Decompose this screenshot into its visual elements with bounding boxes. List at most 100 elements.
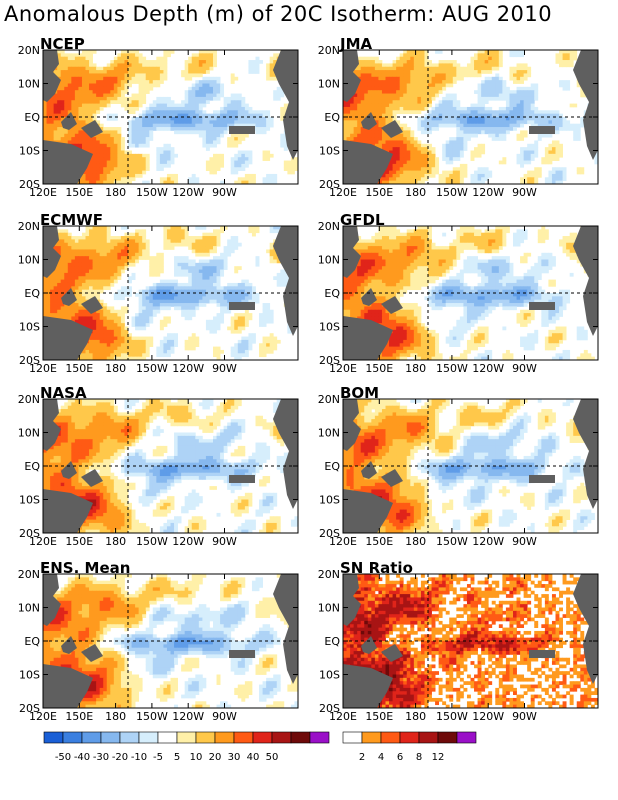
x-tick-label: 120E	[329, 535, 357, 548]
x-tick-label: 120W	[472, 362, 504, 375]
colorbar-swatch	[380, 731, 401, 744]
y-tick-label: 20N	[318, 568, 340, 581]
y-tick-label: 10S	[19, 494, 40, 507]
land-mass	[343, 399, 361, 451]
land-mass	[381, 644, 403, 662]
land-mass	[229, 650, 255, 658]
colorbar-sn-ratio: 2 4 6 8 12	[342, 731, 483, 772]
y-tick-label: 20N	[318, 220, 340, 233]
land-mass	[529, 475, 555, 483]
y-tick-label: 20N	[18, 568, 40, 581]
y-tick-label: 10N	[318, 427, 340, 440]
panel-title: ECMWF	[40, 211, 103, 229]
y-tick-label: 10S	[319, 145, 340, 158]
panel-title: BOM	[340, 384, 380, 402]
colorbar-swatch	[456, 731, 477, 744]
x-tick-label: 180	[105, 710, 126, 723]
y-tick-label: 20N	[318, 44, 340, 57]
x-tick-label: 180	[405, 186, 426, 199]
y-tick-label: EQ	[324, 287, 340, 300]
x-tick-label: 120E	[329, 186, 357, 199]
land-mass	[43, 50, 61, 102]
colorbar-label: 8	[416, 752, 422, 763]
y-tick-label: 20S	[19, 178, 40, 191]
x-tick-label: 90W	[212, 710, 237, 723]
land-mass	[81, 644, 103, 662]
land-mass	[573, 399, 598, 509]
y-tick-label: 20S	[19, 527, 40, 540]
y-tick-label: EQ	[324, 635, 340, 648]
x-tick-label: 120E	[329, 362, 357, 375]
x-tick-label: 150W	[436, 710, 468, 723]
colorbar-label: -5	[153, 752, 163, 763]
x-tick-label: 150W	[136, 186, 168, 199]
x-tick-label: 180	[405, 710, 426, 723]
x-tick-label: 120E	[29, 535, 57, 548]
colorbar-swatch	[214, 731, 235, 744]
land-mass	[273, 574, 298, 684]
y-tick-label: 10N	[318, 254, 340, 267]
land-mass	[43, 226, 61, 278]
colorbar-label: 12	[432, 752, 445, 763]
colorbar-swatch	[252, 731, 273, 744]
colorbar-swatch	[418, 731, 439, 744]
x-tick-label: 150W	[136, 535, 168, 548]
colorbar-swatch	[157, 731, 178, 744]
y-tick-label: 10S	[19, 669, 40, 682]
colorbar-label: 30	[228, 752, 241, 763]
x-tick-label: 90W	[512, 710, 537, 723]
x-tick-label: 180	[105, 535, 126, 548]
colorbar-swatch	[43, 731, 64, 744]
colorbar-swatch	[399, 731, 420, 744]
x-tick-label: 180	[405, 362, 426, 375]
x-tick-label: 150W	[136, 710, 168, 723]
land-mass	[381, 296, 403, 314]
y-tick-label: 20S	[19, 702, 40, 715]
land-mass	[529, 302, 555, 310]
x-tick-label: 120W	[472, 535, 504, 548]
land-mass	[273, 50, 298, 160]
colorbar-swatch	[62, 731, 83, 744]
colorbar-label: -50	[55, 752, 71, 763]
y-tick-label: 20S	[319, 702, 340, 715]
colorbar-label: -40	[74, 752, 90, 763]
colorbar-label: -20	[112, 752, 128, 763]
land-mass	[343, 664, 393, 708]
panel-title: NASA	[40, 384, 87, 402]
land-mass	[43, 399, 61, 451]
y-tick-label: 10S	[319, 669, 340, 682]
land-mass	[43, 489, 93, 533]
land-mass	[273, 226, 298, 336]
y-tick-label: 20N	[18, 44, 40, 57]
colorbar-label: 50	[266, 752, 279, 763]
x-tick-label: 90W	[512, 535, 537, 548]
x-tick-label: 150W	[136, 362, 168, 375]
y-tick-label: 10N	[18, 427, 40, 440]
panel-title: JMA	[340, 35, 373, 53]
panel-title: NCEP	[40, 35, 85, 53]
y-tick-label: 10S	[319, 494, 340, 507]
colorbar-label: -10	[131, 752, 147, 763]
colorbar-swatch	[233, 731, 254, 744]
x-tick-label: 120W	[172, 710, 204, 723]
land-mass	[229, 302, 255, 310]
y-tick-label: EQ	[324, 460, 340, 473]
x-tick-label: 120E	[29, 362, 57, 375]
x-tick-label: 120E	[29, 186, 57, 199]
colorbar-swatch	[309, 731, 330, 744]
x-tick-label: 120W	[172, 186, 204, 199]
x-tick-label: 90W	[212, 535, 237, 548]
colorbar-swatch	[361, 731, 382, 744]
land-mass	[229, 475, 255, 483]
colorbar-label: 5	[174, 752, 180, 763]
colorbar-swatch	[100, 731, 121, 744]
colorbar-depth: -50 -40 -30 -20 -10 -5 5 10 20 30 40 50	[43, 731, 334, 772]
land-mass	[529, 126, 555, 134]
x-tick-label: 150E	[65, 362, 93, 375]
colorbar-label: 20	[209, 752, 222, 763]
